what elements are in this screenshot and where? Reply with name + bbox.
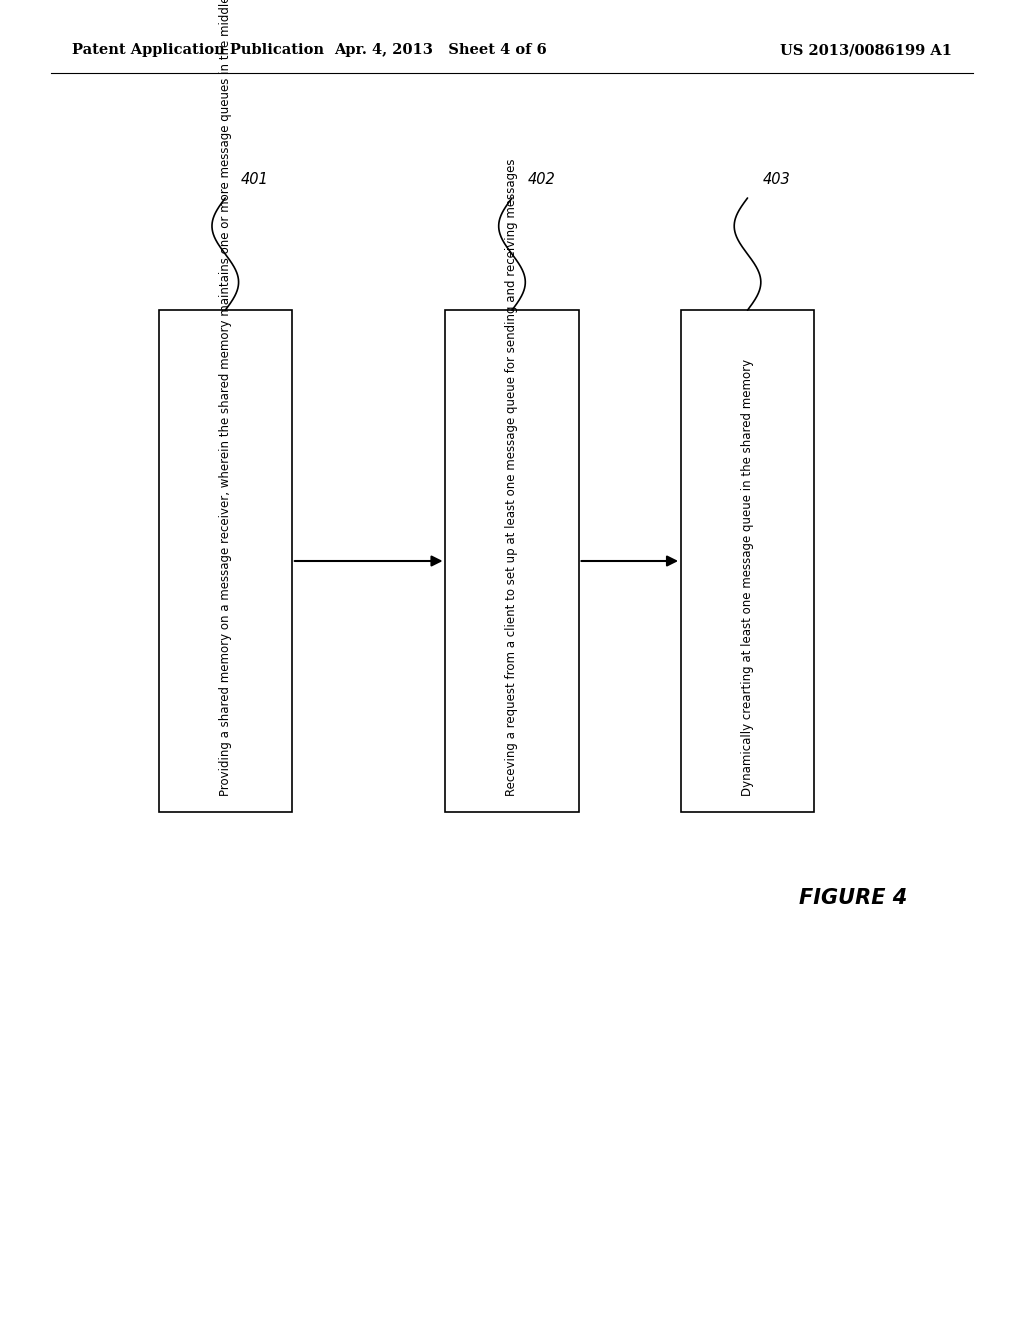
Text: 401: 401 [241,173,268,187]
Text: Apr. 4, 2013   Sheet 4 of 6: Apr. 4, 2013 Sheet 4 of 6 [334,44,547,57]
Bar [159,310,292,812]
Bar [681,310,814,812]
Text: Dynamically crearting at least one message queue in the shared memory: Dynamically crearting at least one messa… [741,359,754,796]
Bar [445,310,579,812]
Text: 403: 403 [763,173,791,187]
Text: FIGURE 4: FIGURE 4 [799,887,907,908]
Text: Providing a shared memory on a message receiver, wherein the shared memory maint: Providing a shared memory on a message r… [219,0,231,796]
Text: Receving a request from a client to set up at least one message queue for sendin: Receving a request from a client to set … [506,158,518,796]
Text: US 2013/0086199 A1: US 2013/0086199 A1 [780,44,952,57]
Text: 402: 402 [527,173,555,187]
Text: Patent Application Publication: Patent Application Publication [72,44,324,57]
